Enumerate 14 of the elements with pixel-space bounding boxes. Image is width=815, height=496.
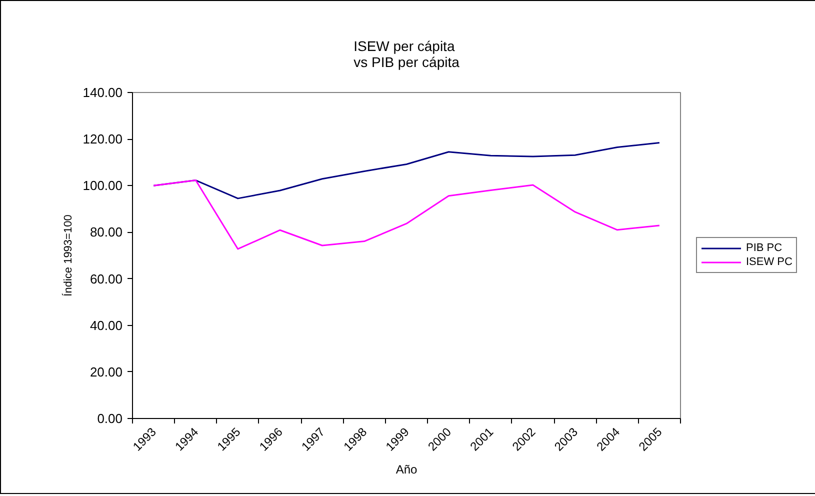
y-tick-label: 80.00	[90, 224, 123, 240]
y-tick-label: 140.00	[82, 85, 123, 100]
x-axis-title: Año	[396, 462, 418, 477]
y-tick-label: 20.00	[90, 364, 123, 380]
y-tick-label: 100.00	[82, 178, 123, 194]
chart-title: ISEW per cápita vs PIB per cápita	[354, 38, 460, 70]
y-tick-label: 40.00	[90, 318, 123, 333]
y-tick-label: 60.00	[90, 271, 123, 286]
legend-label: ISEW PC	[746, 256, 792, 268]
line-series	[152, 180, 660, 250]
legend-label: PIB PC	[746, 242, 782, 254]
y-axis-title: Índice 1993=100	[62, 214, 75, 296]
y-tick-label: 0.00	[97, 411, 123, 426]
y-tick-label: 120.00	[82, 132, 123, 147]
